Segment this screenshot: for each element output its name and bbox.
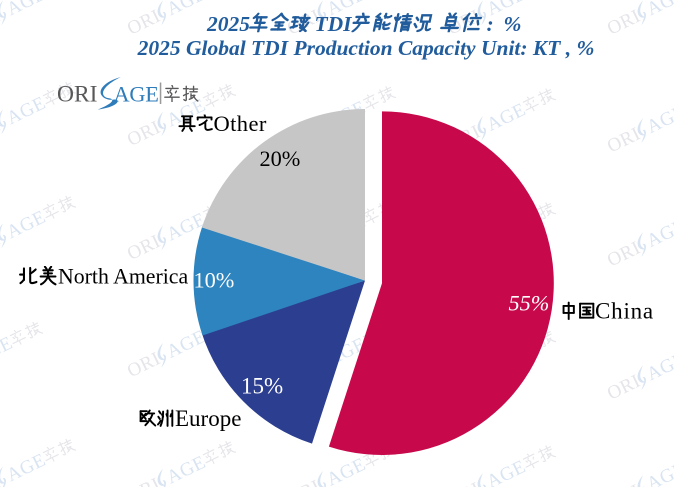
svg-text:55%: 55%: [509, 291, 550, 316]
svg-text:15%: 15%: [241, 374, 283, 399]
svg-text:20%: 20%: [260, 146, 301, 171]
svg-text:Europe: Europe: [175, 406, 241, 431]
svg-text:2025 Global TDI Production Cap: 2025 Global TDI Production Capacity Unit…: [137, 36, 595, 60]
svg-text:2025: 2025: [206, 12, 250, 36]
svg-text:ORI: ORI: [57, 82, 97, 108]
svg-text:China: China: [595, 299, 654, 324]
svg-text:AGE: AGE: [114, 82, 159, 107]
svg-text:Other: Other: [214, 111, 267, 136]
svg-text:%: %: [504, 12, 522, 36]
svg-text:North America: North America: [58, 265, 188, 289]
svg-text:10%: 10%: [194, 268, 235, 293]
svg-text::: :: [487, 12, 494, 36]
svg-text:TDI: TDI: [315, 12, 353, 36]
